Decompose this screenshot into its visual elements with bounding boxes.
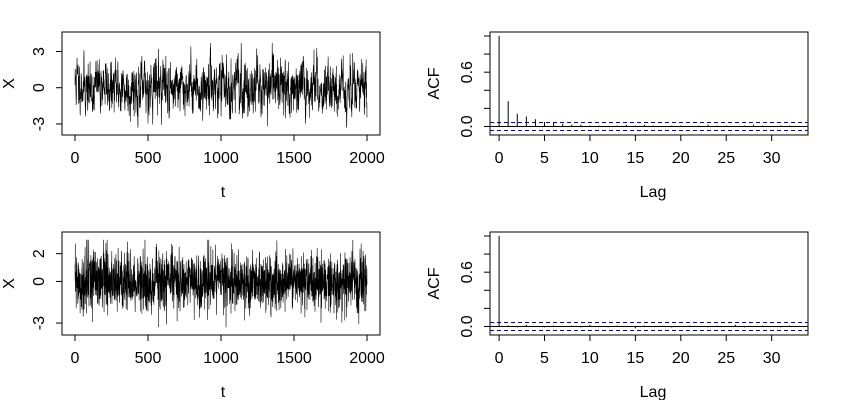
x-tick-label: 1000 [203, 150, 239, 167]
x-tick-label: 1500 [276, 150, 312, 167]
x-tick-label: 2000 [349, 150, 385, 167]
x-tick-label: 25 [717, 150, 735, 167]
x-tick-label: 1000 [203, 350, 239, 367]
x-tick-label: 5 [540, 150, 549, 167]
x-tick-label: 15 [626, 350, 644, 367]
x-tick-label: 10 [581, 350, 599, 367]
x-tick-label: 500 [135, 150, 162, 167]
y-tick-label: 0.0 [459, 315, 476, 337]
y-axis-label: ACF [426, 267, 443, 299]
x-tick-label: 500 [135, 350, 162, 367]
x-tick-label: 20 [672, 350, 690, 367]
y-tick-label: 0 [31, 277, 48, 286]
y-axis-label: ACF [426, 67, 443, 99]
x-tick-label: 2000 [349, 350, 385, 367]
acf-panel-3: 0 5 10 15 20 25 30 0.0 0.6 Lag ACF [426, 231, 809, 400]
x-axis-label: t [221, 384, 226, 400]
y-tick-label: 0.6 [459, 261, 476, 283]
plot-frame-1 [489, 31, 809, 136]
y-tick-label: 2 [31, 249, 48, 258]
x-tick-label: 1500 [276, 350, 312, 367]
y-tick-label: 3 [31, 47, 48, 56]
y-tick-label: 0 [31, 83, 48, 92]
y-axis-label: X [1, 278, 18, 289]
x-tick-label: 10 [581, 150, 599, 167]
series-line [74, 239, 368, 328]
x-tick-label: 25 [717, 350, 735, 367]
y-tick-label: 0.0 [459, 115, 476, 137]
acf-panel-1: 0 5 10 15 20 25 30 0.0 0.6 Lag ACF [426, 31, 809, 201]
x-tick-label: 5 [540, 350, 549, 367]
y-tick-label: 0.6 [459, 61, 476, 83]
y-tick-label: -3 [31, 117, 48, 131]
y-axis-label: X [1, 78, 18, 89]
x-tick-label: 30 [763, 350, 781, 367]
x-axis-label: t [221, 184, 226, 201]
x-tick-label: 0 [71, 350, 80, 367]
x-tick-label: 15 [626, 150, 644, 167]
x-tick-label: 20 [672, 150, 690, 167]
x-tick-label: 30 [763, 150, 781, 167]
x-tick-label: 0 [495, 350, 504, 367]
x-axis-label: Lag [640, 184, 667, 201]
x-tick-label: 0 [495, 150, 504, 167]
y-tick-label: -3 [31, 316, 48, 330]
x-tick-label: 0 [71, 150, 80, 167]
x-axis-label: Lag [640, 384, 667, 400]
time-series-panel-0: 0 500 1000 1500 2000 -3 0 3 t X [1, 31, 385, 201]
series-line [74, 43, 368, 128]
plot-frame-3 [489, 231, 809, 336]
time-series-panel-2: 0 500 1000 1500 2000 -3 0 2 t X [1, 231, 385, 400]
